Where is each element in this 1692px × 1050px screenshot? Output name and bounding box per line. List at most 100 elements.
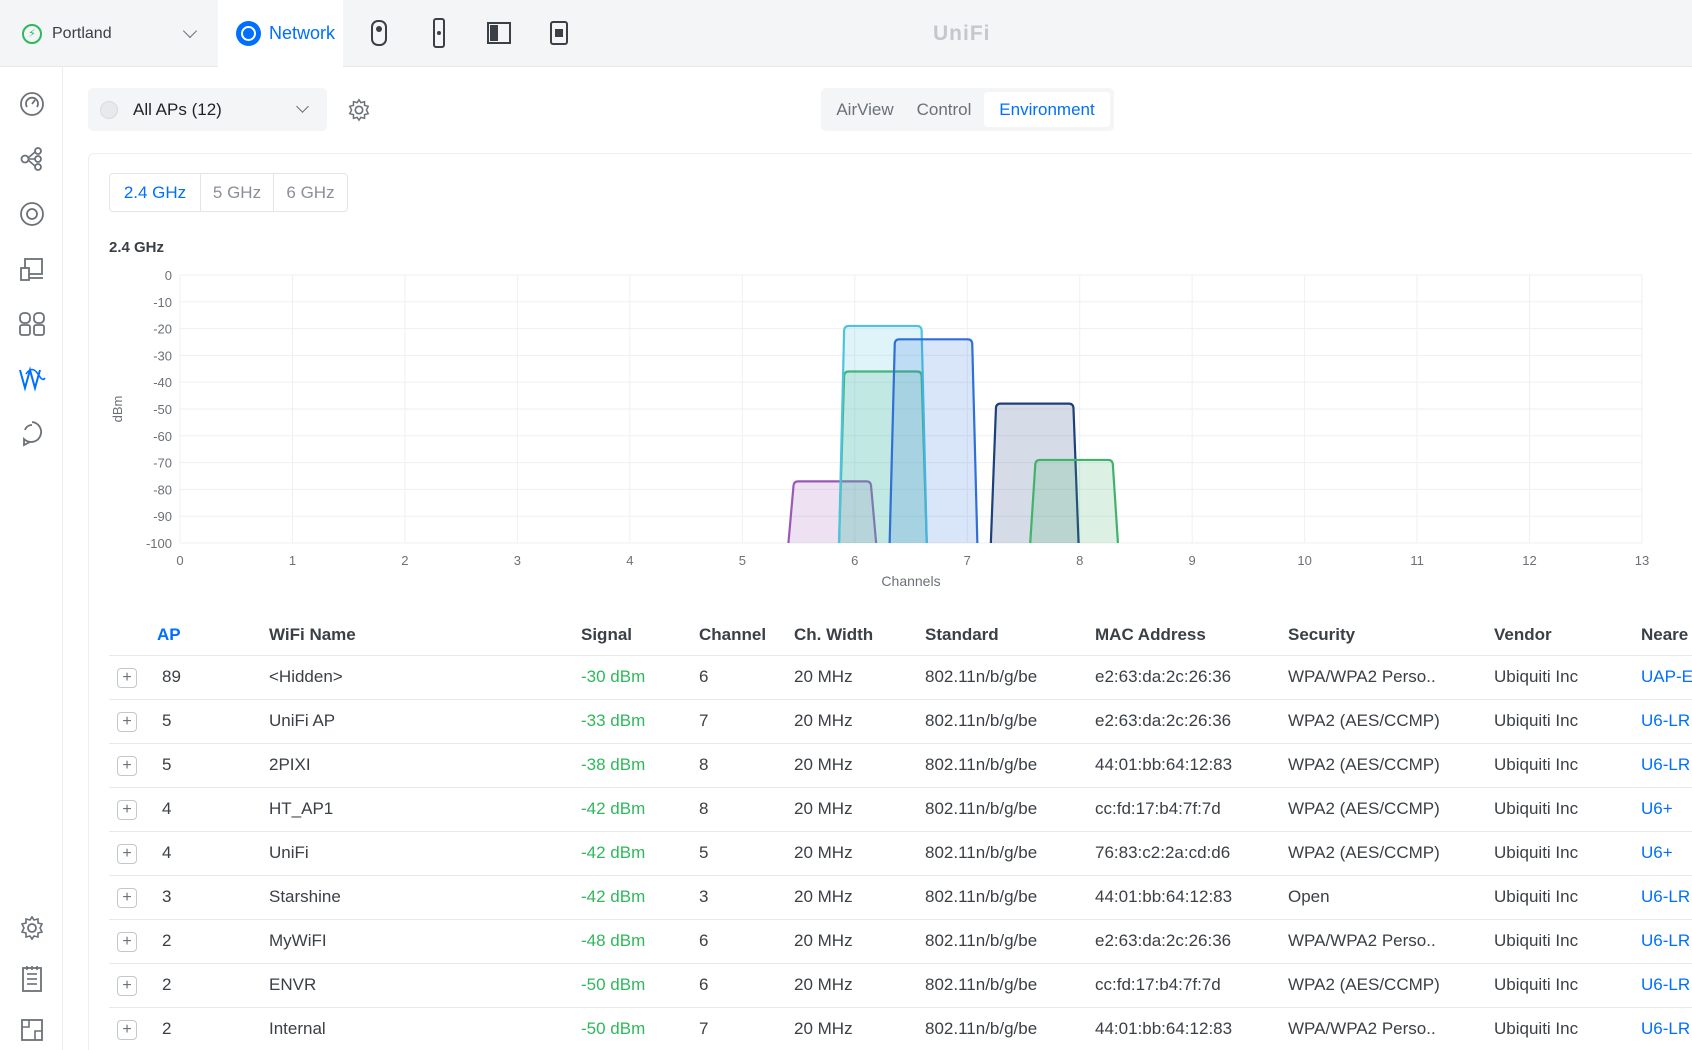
system-log-icon[interactable] (14, 1012, 50, 1048)
cell-nearest[interactable]: U6-LR (1641, 711, 1691, 730)
topology-icon[interactable] (14, 141, 50, 177)
access-reader-icon[interactable] (423, 17, 455, 49)
cell-nearest[interactable]: U6-LR (1641, 975, 1691, 994)
column-header-signal[interactable]: Signal (581, 625, 633, 644)
cell-channel: 7 (699, 1019, 709, 1038)
cell-signal: -33 dBm (581, 711, 646, 730)
ap-filter-label: All APs (12) (133, 99, 222, 119)
x-axis-label: Channels (881, 573, 940, 589)
cell-signal: -42 dBm (581, 887, 646, 906)
column-header-ap[interactable]: AP (157, 625, 181, 644)
cell-ap: 5 (162, 711, 172, 730)
expand-row-icon[interactable]: + (117, 888, 137, 908)
cell-ch-width: 20 MHz (794, 1019, 853, 1038)
x-tick-label: 1 (289, 553, 296, 568)
cell-signal: -50 dBm (581, 1019, 646, 1038)
app-tab-label: Network (269, 23, 336, 43)
table-row[interactable]: +5 2PIXI -38 dBm 8 20 MHz 802.11n/b/g/be 44:01… (109, 744, 1692, 788)
table-row[interactable]: +5 UniFi AP -33 dBm 7 20 MHz 802.11n/b/g/be e2… (109, 700, 1692, 744)
chevron-down-icon (296, 100, 309, 113)
cell-vendor: Ubiquiti Inc (1494, 887, 1579, 906)
table-row[interactable]: +2 MyWiFI -48 dBm 6 20 MHz 802.11n/b/g/be e2:6… (109, 920, 1692, 964)
table-row[interactable]: +3 Starshine -42 dBm 3 20 MHz 802.11n/b/g/be 4… (109, 876, 1692, 920)
settings-icon[interactable] (14, 910, 50, 946)
cell-wifi-name: HT_AP1 (269, 799, 334, 818)
column-header-security[interactable]: Security (1288, 625, 1356, 644)
cell-vendor: Ubiquiti Inc (1494, 667, 1579, 686)
cell-security: WPA2 (AES/CCMP) (1288, 843, 1440, 862)
dashboard-icon[interactable] (14, 86, 50, 122)
x-tick-label: 6 (851, 553, 858, 568)
insights-icon[interactable] (14, 416, 50, 452)
chart-title: 2.4 GHz (109, 239, 165, 256)
cell-nearest[interactable]: U6-LR (1641, 1019, 1691, 1038)
tab-environment[interactable]: Environment (984, 92, 1110, 127)
column-header-nearest[interactable]: Neare (1641, 625, 1689, 644)
expand-row-icon[interactable]: + (117, 756, 137, 776)
cell-nearest[interactable]: UAP-E (1641, 667, 1692, 686)
cell-nearest[interactable]: U6-LR (1641, 755, 1691, 774)
cell-mac-address: e2:63:da:2c:26:36 (1095, 667, 1232, 686)
cell-nearest[interactable]: U6+ (1641, 799, 1673, 818)
expand-row-icon[interactable]: + (117, 712, 137, 732)
cell-signal: -38 dBm (581, 755, 646, 774)
site-selector[interactable]: ⚡ Portland (0, 0, 218, 67)
expand-row-icon[interactable]: + (117, 800, 137, 820)
cell-standard: 802.11n/b/g/be (925, 975, 1038, 994)
cell-vendor: Ubiquiti Inc (1494, 843, 1579, 862)
y-tick-label: 0 (165, 268, 172, 283)
tab-2-4-ghz[interactable]: 2.4 GHz (110, 174, 201, 211)
cell-mac-address: 44:01:bb:64:12:83 (1095, 887, 1233, 906)
channel-signal-area (1029, 458, 1120, 544)
table-row[interactable]: +4 HT_AP1 -42 dBm 8 20 MHz 802.11n/b/g/be cc:f… (109, 788, 1692, 832)
cell-wifi-name: Starshine (269, 887, 341, 906)
table-row[interactable]: +4 UniFi -42 dBm 5 20 MHz 802.11n/b/g/be 76:83… (109, 832, 1692, 876)
cell-ch-width: 20 MHz (794, 711, 853, 730)
column-header-channel[interactable]: Channel (699, 625, 767, 644)
expand-row-icon[interactable]: + (117, 1020, 137, 1040)
column-header-ch-width[interactable]: Ch. Width (794, 625, 874, 644)
environment-card (88, 153, 1692, 1050)
channel-signal-area (787, 480, 878, 544)
cell-channel: 5 (699, 843, 709, 862)
cell-signal: -30 dBm (581, 667, 646, 686)
tab-airview[interactable]: AirView (836, 99, 894, 119)
cell-channel: 8 (699, 799, 709, 818)
door-panel-icon[interactable] (483, 17, 515, 49)
client-devices-icon[interactable] (14, 251, 50, 287)
cell-nearest[interactable]: U6-LR (1641, 887, 1691, 906)
tab-5-ghz[interactable]: 5 GHz (201, 174, 274, 211)
connect-device-icon[interactable] (543, 17, 575, 49)
cell-nearest[interactable]: U6+ (1641, 843, 1673, 862)
column-header-wifi-name[interactable]: WiFi Name (269, 625, 356, 644)
table-row[interactable]: +2 Internal -50 dBm 7 20 MHz 802.11n/b/g/be 44… (109, 1008, 1692, 1050)
wifiman-icon[interactable] (14, 361, 50, 397)
tab-control[interactable]: Control (916, 99, 972, 119)
logs-icon[interactable] (14, 961, 50, 997)
tab-6-ghz[interactable]: 6 GHz (286, 182, 335, 202)
apps-icon[interactable] (14, 306, 50, 342)
expand-row-icon[interactable]: + (117, 844, 137, 864)
column-header-mac-address[interactable]: MAC Address (1095, 625, 1206, 644)
expand-row-icon[interactable]: + (117, 976, 137, 996)
cell-ch-width: 20 MHz (794, 931, 853, 950)
gear-icon[interactable] (344, 95, 374, 125)
expand-row-icon[interactable]: + (117, 668, 137, 688)
cell-standard: 802.11n/b/g/be (925, 887, 1038, 906)
cell-standard: 802.11n/b/g/be (925, 1019, 1038, 1038)
cell-security: WPA2 (AES/CCMP) (1288, 755, 1440, 774)
cell-nearest[interactable]: U6-LR (1641, 931, 1691, 950)
protect-camera-icon[interactable] (363, 17, 395, 49)
cell-vendor: Ubiquiti Inc (1494, 931, 1579, 950)
table-row[interactable]: +2 ENVR -50 dBm 6 20 MHz 802.11n/b/g/be cc:fd:… (109, 964, 1692, 1008)
column-header-standard[interactable]: Standard (925, 625, 999, 644)
expand-row-icon[interactable]: + (117, 932, 137, 952)
app-tab-network[interactable]: Network (218, 0, 343, 67)
column-header-vendor[interactable]: Vendor (1494, 625, 1552, 644)
y-tick-label: -70 (153, 456, 172, 471)
cell-channel: 6 (699, 931, 709, 950)
table-row[interactable]: +89 <Hidden> -30 dBm 6 20 MHz 802.11n/b/g/be e… (109, 656, 1692, 700)
ap-filter-select[interactable]: All APs (12) (88, 88, 327, 131)
x-tick-label: 10 (1297, 553, 1311, 568)
devices-icon[interactable] (14, 196, 50, 232)
